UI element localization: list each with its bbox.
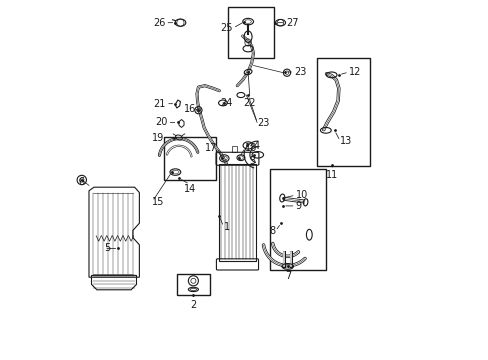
Text: 18: 18 [244,143,257,153]
Text: 23: 23 [257,118,269,128]
Text: 11: 11 [325,170,338,180]
Text: 21: 21 [153,99,166,109]
Text: 20: 20 [155,117,167,127]
Bar [270,169,325,270]
Text: 22: 22 [243,98,256,108]
Bar [177,274,209,295]
Text: 27: 27 [285,18,298,28]
Bar [164,137,215,180]
Text: 6: 6 [79,177,85,187]
Text: 24: 24 [220,98,232,108]
Text: 10: 10 [295,190,307,200]
Bar [317,58,370,166]
Text: 3: 3 [248,156,254,166]
Text: 4: 4 [253,141,260,151]
Text: 15: 15 [152,197,164,207]
Text: 17: 17 [204,143,217,153]
Text: 7: 7 [285,271,291,281]
Text: 8: 8 [269,226,275,236]
Text: 5: 5 [104,243,110,253]
Bar [218,164,256,261]
Text: 16: 16 [183,104,196,114]
Bar [232,146,236,152]
Text: 23: 23 [294,67,306,77]
Text: 25: 25 [220,23,232,33]
Text: 9: 9 [295,201,301,211]
Text: 13: 13 [340,136,352,146]
Text: 2: 2 [190,300,196,310]
Bar [227,7,273,58]
Text: 26: 26 [153,18,165,28]
Text: 1: 1 [223,222,229,232]
Text: 19: 19 [152,132,164,143]
Text: 12: 12 [348,67,361,77]
Text: 14: 14 [183,184,196,194]
